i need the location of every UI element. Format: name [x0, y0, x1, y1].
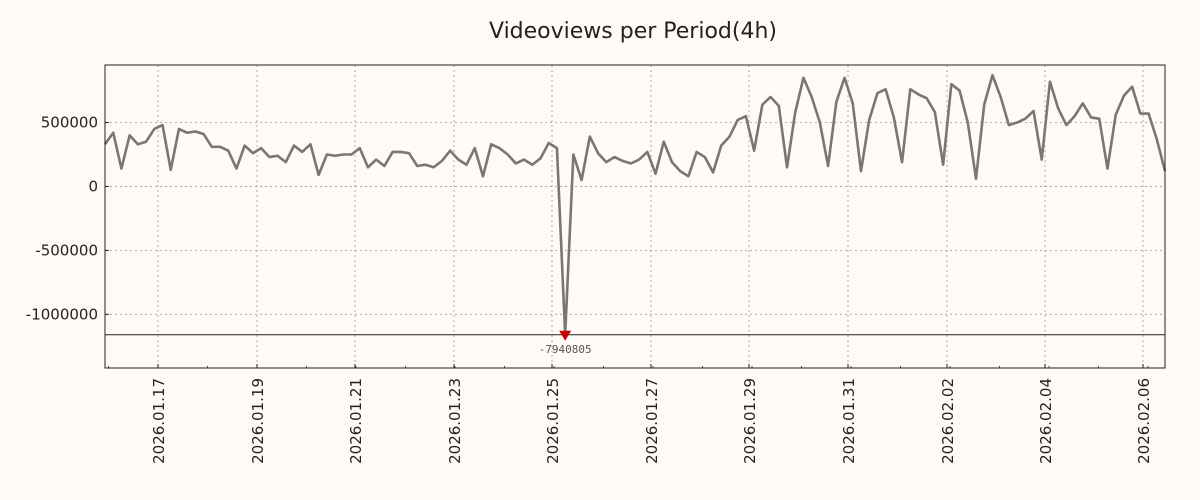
- min-annotation: -7940805: [539, 343, 592, 356]
- y-tick-label: 0: [88, 177, 98, 195]
- x-tick-label: 2026.01.19: [249, 378, 267, 464]
- marker-layer: -7940805: [539, 330, 592, 356]
- x-tick-label: 2026.01.29: [741, 378, 759, 464]
- x-tick-label: 2026.01.21: [347, 378, 365, 464]
- x-tick-label: 2026.02.04: [1037, 378, 1055, 464]
- series-layer: [103, 73, 1167, 337]
- y-tick-label: -1000000: [26, 305, 98, 323]
- series-line: [103, 73, 1167, 337]
- axis-layer: 500000 0 -500000 -1000000 2026.01.17 2026.01.…: [26, 114, 1165, 464]
- x-tick-label: 2026.02.02: [939, 378, 957, 464]
- y-tick-label: -500000: [35, 241, 98, 259]
- grid-layer: [105, 65, 1165, 368]
- x-tick-label: 2026.01.25: [544, 378, 562, 464]
- min-marker: [559, 330, 572, 341]
- y-tick-label: 500000: [41, 114, 98, 132]
- x-tick-label: 2026.01.31: [840, 378, 858, 464]
- x-tick-label: 2026.01.23: [446, 378, 464, 464]
- x-tick-label: 2026.02.06: [1135, 378, 1153, 464]
- x-tick-label: 2026.01.27: [643, 378, 661, 464]
- plot-frame: [104, 64, 1166, 369]
- chart-title: Videoviews per Period(4h): [489, 19, 777, 44]
- x-tick-label: 2026.01.17: [150, 378, 168, 464]
